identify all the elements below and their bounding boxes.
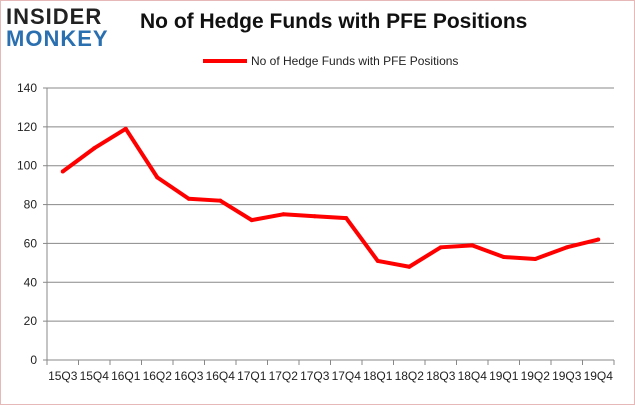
data-point bbox=[123, 126, 128, 131]
data-point bbox=[501, 255, 506, 260]
x-tick-label: 19Q4 bbox=[584, 369, 614, 383]
data-point bbox=[312, 214, 317, 219]
data-point bbox=[564, 245, 569, 250]
data-point bbox=[249, 218, 254, 223]
y-tick-label: 0 bbox=[30, 353, 37, 367]
x-tick-label: 19Q1 bbox=[489, 369, 519, 383]
data-point bbox=[60, 169, 65, 174]
legend: No of Hedge Funds with PFE Positions bbox=[203, 54, 458, 68]
data-point bbox=[186, 196, 191, 201]
data-point bbox=[281, 212, 286, 217]
x-tick-label: 18Q3 bbox=[426, 369, 456, 383]
logo-line2: MONKEY bbox=[6, 26, 109, 51]
x-tick-label: 16Q4 bbox=[206, 369, 236, 383]
insider-monkey-logo: INSIDER MONKEY bbox=[6, 6, 118, 50]
x-tick-label: 18Q2 bbox=[395, 369, 425, 383]
x-tick-label: 16Q2 bbox=[143, 369, 173, 383]
x-tick-label: 17Q1 bbox=[237, 369, 267, 383]
data-point bbox=[407, 264, 412, 269]
chart-title: No of Hedge Funds with PFE Positions bbox=[140, 10, 528, 33]
series-line bbox=[61, 126, 599, 269]
y-tick-label: 40 bbox=[24, 275, 38, 289]
data-point bbox=[92, 146, 97, 151]
y-tick-label: 60 bbox=[24, 236, 38, 250]
y-tick-label: 100 bbox=[17, 159, 37, 173]
data-point bbox=[375, 258, 380, 263]
x-tick-label: 16Q1 bbox=[111, 369, 141, 383]
x-tick-label: 17Q3 bbox=[300, 369, 330, 383]
x-tick-label: 16Q3 bbox=[174, 369, 204, 383]
x-tick-label: 17Q2 bbox=[269, 369, 299, 383]
x-tick-label: 19Q2 bbox=[521, 369, 551, 383]
data-point bbox=[155, 175, 160, 180]
y-tick-label: 80 bbox=[24, 198, 38, 212]
logo-line1: INSIDER bbox=[6, 4, 103, 29]
x-tick-label: 18Q4 bbox=[458, 369, 488, 383]
data-point bbox=[344, 216, 349, 221]
legend-swatch bbox=[203, 59, 247, 63]
x-tick-label: 18Q1 bbox=[363, 369, 393, 383]
y-tick-label: 140 bbox=[17, 81, 37, 95]
data-point bbox=[533, 256, 538, 261]
data-point bbox=[438, 245, 443, 250]
x-tick-label: 17Q4 bbox=[332, 369, 362, 383]
x-tick-label: 19Q3 bbox=[552, 369, 582, 383]
x-tick-label: 15Q3 bbox=[48, 369, 78, 383]
x-tick-label: 15Q4 bbox=[80, 369, 110, 383]
legend-label: No of Hedge Funds with PFE Positions bbox=[251, 54, 459, 68]
y-tick-label: 20 bbox=[24, 314, 38, 328]
data-point bbox=[596, 237, 601, 242]
data-point bbox=[470, 243, 475, 248]
y-tick-label: 120 bbox=[17, 120, 37, 134]
data-point bbox=[218, 198, 223, 203]
